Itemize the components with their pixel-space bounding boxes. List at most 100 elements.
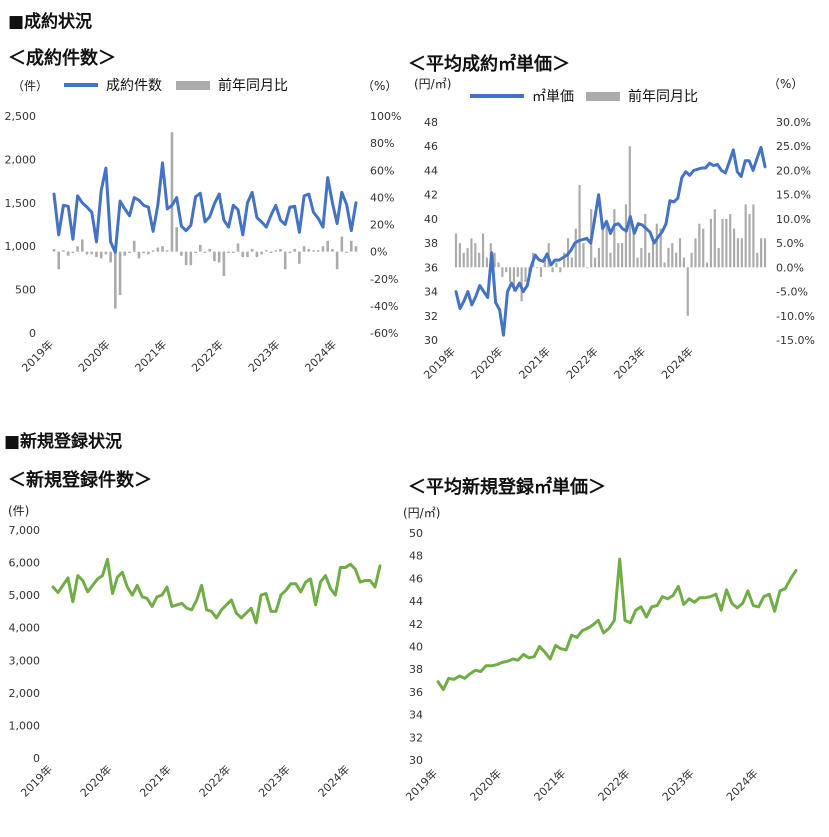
yoy-bar: [609, 252, 612, 268]
yoy-bar: [170, 132, 174, 252]
y-tick-label: 38: [424, 237, 438, 250]
yoy-bar: [288, 251, 292, 253]
y2-tick-label: 20%: [370, 219, 394, 232]
y-axis-unit: （件）: [12, 79, 48, 93]
yoy-bar: [123, 251, 127, 256]
yoy-bar: [175, 227, 178, 252]
y-tick-label: 36: [409, 686, 423, 699]
y2-axis-unit: （%）: [362, 79, 397, 93]
yoy-bar: [198, 244, 202, 252]
yoy-bar: [307, 248, 311, 252]
y-tick-label: 46: [424, 140, 438, 153]
yoy-bar: [516, 267, 519, 278]
y-tick-label: 44: [424, 164, 438, 177]
y-tick-label: 38: [409, 663, 423, 676]
y-tick-label: 3,000: [9, 654, 41, 667]
yoy-bar: [536, 267, 539, 269]
yoy-bar: [644, 214, 647, 268]
x-tick-label: 2019年: [403, 766, 440, 803]
yoy-bar: [485, 257, 488, 268]
yoy-bar: [570, 257, 573, 268]
y2-tick-label: 10.0%: [776, 213, 811, 226]
yoy-bar: [682, 257, 685, 268]
y-tick-label: 5,000: [9, 589, 41, 602]
yoy-bar: [632, 228, 635, 268]
y-tick-label: 1,500: [5, 197, 37, 210]
yoy-bar: [508, 267, 512, 282]
legend-label: 成約件数: [106, 78, 162, 94]
yoy-bar: [555, 262, 558, 268]
yoy-bar: [132, 240, 136, 252]
yoy-bar: [335, 251, 339, 270]
y2-tick-label: 0%: [370, 246, 387, 259]
x-tick-label: 2020年: [467, 766, 504, 803]
y-tick-label: 42: [424, 189, 438, 202]
y-tick-label: 0: [33, 752, 40, 765]
yoy-bar: [260, 251, 263, 255]
y-tick-label: 44: [409, 595, 423, 608]
yoy-bar: [563, 252, 566, 268]
y-tick-label: 2,000: [5, 153, 37, 166]
y2-tick-label: 15.0%: [776, 189, 811, 202]
yoy-bar: [458, 243, 461, 268]
yoy-bar: [478, 252, 481, 268]
yoy-bar: [628, 146, 631, 268]
legend-label: ㎡単価: [532, 89, 574, 105]
y-tick-label: 6,000: [9, 557, 41, 570]
yoy-bar: [690, 252, 693, 268]
yoy-bar: [151, 250, 155, 252]
y-tick-label: 40: [409, 641, 423, 654]
yoy-bar: [733, 228, 736, 268]
y2-tick-label: 30.0%: [776, 116, 811, 129]
y2-tick-label: -15.0%: [776, 334, 815, 347]
yoy-bar: [128, 251, 131, 253]
yoy-bar: [156, 247, 160, 252]
yoy-bar: [524, 267, 527, 282]
yoy-bar: [497, 262, 500, 268]
chart-title-contract-unit-price: ＜平均成約㎡単価＞: [408, 54, 570, 75]
yoy-bar: [597, 247, 601, 268]
yoy-bar: [709, 218, 713, 268]
y2-tick-label: -60%: [370, 327, 398, 340]
yoy-bar: [321, 246, 325, 252]
yoy-bar: [180, 251, 183, 256]
y-tick-label: 36: [424, 261, 438, 274]
y-tick-label: 1,000: [9, 719, 41, 732]
yoy-bar: [99, 251, 103, 259]
yoy-bar: [593, 257, 597, 268]
yoy-bar: [586, 267, 589, 269]
y-tick-label: 2,000: [9, 687, 41, 700]
y2-tick-label: -5.0%: [776, 286, 808, 299]
y-tick-label: 2,500: [5, 110, 37, 123]
yoy-bar: [578, 184, 581, 268]
yoy-bar: [227, 251, 230, 253]
y-tick-label: 46: [409, 572, 423, 585]
yoy-bar: [236, 243, 240, 252]
yoy-bar: [663, 262, 666, 268]
y-tick-label: 4,000: [9, 622, 41, 635]
y2-tick-label: 80%: [370, 137, 394, 150]
yoy-bar: [118, 251, 122, 296]
yoy-bar: [293, 248, 296, 252]
yoy-bar: [189, 251, 193, 266]
yoy-bar: [574, 228, 577, 268]
y2-tick-label: 100%: [370, 110, 401, 123]
yoy-bar: [354, 246, 358, 252]
yoy-bar: [605, 223, 608, 268]
y-axis-unit: (円/㎡): [403, 506, 440, 520]
yoy-bar: [640, 247, 643, 268]
yoy-bar: [208, 248, 212, 252]
yoy-bar: [312, 250, 315, 252]
yoy-bar: [104, 251, 108, 255]
y-axis-unit: (件): [8, 504, 29, 518]
yoy-bar: [543, 257, 546, 268]
yoy-bar: [736, 238, 740, 268]
yoy-bar: [298, 251, 301, 264]
yoy-bar: [331, 248, 334, 252]
yoy-bar: [217, 251, 221, 263]
y-tick-label: 48: [409, 550, 423, 563]
yoy-bar: [232, 251, 235, 253]
yoy-bar: [62, 250, 65, 252]
